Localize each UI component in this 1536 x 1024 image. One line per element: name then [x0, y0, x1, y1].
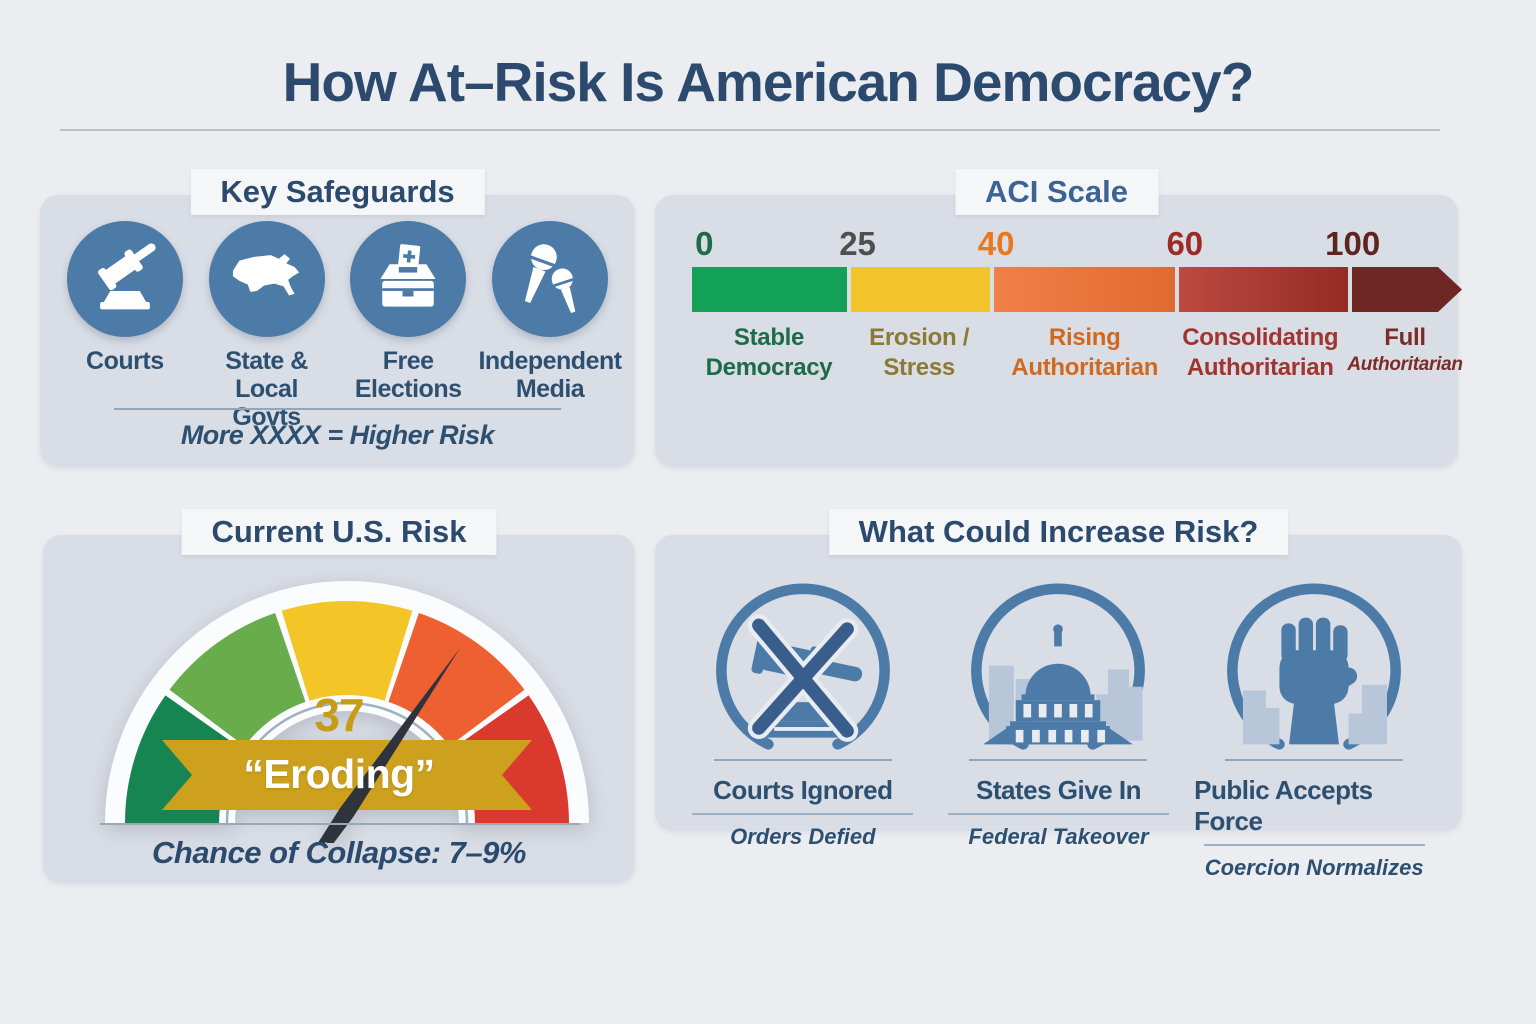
panel-key-safeguards: Key Safeguards Courts	[40, 169, 635, 467]
band-stable-democracy	[692, 267, 848, 312]
microphones-icon	[492, 221, 609, 337]
aci-scale-title: ACI Scale	[954, 169, 1159, 215]
safeguards-row: Courts State & Local Govts	[40, 221, 635, 431]
label-erosion-stress: Erosion / Stress	[869, 324, 970, 381]
tick-25: 25	[839, 225, 876, 262]
page-title: How At–Risk Is American Democracy?	[282, 51, 1255, 113]
risk-label-underline	[1203, 844, 1425, 846]
tick-100: 100	[1325, 225, 1381, 262]
gauge-value: 37	[314, 689, 364, 741]
gavel-crossed-icon	[715, 583, 890, 750]
band-full-authoritarian-arrow	[1352, 267, 1462, 312]
raised-fist-icon	[1227, 583, 1401, 750]
safeguard-label: Courts	[86, 347, 164, 375]
safeguard-elections: Free Elections	[337, 221, 479, 431]
risk-label: States Give In	[976, 775, 1141, 805]
label-full-authoritarian: Full Authoritarian	[1347, 324, 1463, 375]
status-ribbon	[162, 740, 532, 810]
safeguard-media: Independent Media	[478, 221, 622, 431]
safeguard-courts: Courts	[54, 221, 196, 431]
current-us-risk-title: Current U.S. Risk	[181, 509, 497, 555]
gauge-segment-3	[281, 600, 413, 701]
gauge-segment-2	[169, 613, 306, 747]
key-safeguards-title: Key Safeguards	[190, 169, 485, 215]
risk-row: Courts Ignored Orders Defied	[655, 579, 1462, 881]
tick-40: 40	[977, 225, 1015, 262]
tick-0: 0	[695, 225, 714, 262]
safeguards-divider	[114, 408, 561, 410]
risk-label-underline	[948, 813, 1169, 815]
ballot-box-icon	[350, 221, 467, 337]
us-map-icon	[208, 221, 325, 337]
safeguard-label: Free Elections	[354, 347, 462, 403]
label-stable-democracy: Stable Democracy	[705, 324, 833, 381]
panel-current-us-risk: Current U.S. Risk 37 “Eroding” Chance of…	[43, 509, 635, 883]
risk-public-accepts-force: Public Accepts Force Coercion Normalizes	[1194, 579, 1434, 881]
label-consolidating-authoritarian: Consolidating Authoritarian	[1182, 324, 1339, 381]
gauge-caption: Chance of Collapse: 7–9%	[152, 835, 526, 870]
aci-color-bar	[692, 267, 1462, 312]
risk-label: Public Accepts Force	[1194, 775, 1373, 836]
icon-baseline	[969, 759, 1148, 761]
risk-sublabel: Coercion Normalizes	[1204, 855, 1424, 880]
safeguard-label: Independent Media	[478, 347, 622, 403]
label-rising-authoritarian: Rising Authoritarian	[1011, 324, 1159, 381]
tick-60: 60	[1166, 225, 1204, 262]
header-divider	[60, 129, 1440, 131]
aci-ticks: 0 25 40 60 100	[692, 225, 1462, 262]
gauge-needle	[317, 648, 460, 843]
gauge-divider	[100, 823, 580, 825]
gavel-icon	[66, 221, 183, 337]
gauge-segment-4	[388, 613, 525, 747]
gauge-status-label: “Eroding”	[243, 751, 435, 797]
risk-courts-ignored: Courts Ignored Orders Defied	[683, 579, 923, 881]
increase-risk-title: What Could Increase Risk?	[828, 509, 1289, 555]
band-erosion-stress	[851, 267, 990, 312]
safeguards-note: More XXXX = Higher Risk	[180, 420, 495, 450]
capitol-icon	[971, 583, 1146, 750]
band-consolidating-authoritarian	[1178, 267, 1348, 312]
risk-label-underline	[692, 813, 914, 815]
risk-sublabel: Orders Defied	[730, 824, 876, 849]
risk-sublabel: Federal Takeover	[968, 824, 1149, 849]
panel-aci-scale: ACI Scale 0 25 40 60 100 Stable Democracy…	[655, 169, 1463, 467]
risk-states-give-in: States Give In Federal Takeover	[938, 579, 1178, 881]
band-rising-authoritarian	[993, 267, 1175, 312]
risk-gauge	[105, 581, 589, 843]
panel-increase-risk: What Could Increase Risk?	[655, 509, 1462, 880]
icon-baseline	[713, 759, 892, 761]
safeguard-state-local: State & Local Govts	[196, 221, 338, 431]
safeguard-label: State & Local Govts	[225, 347, 308, 431]
aci-scale: 0 25 40 60 100 Stable Democracy Erosion /…	[692, 225, 1463, 445]
icon-baseline	[1225, 759, 1404, 761]
risk-label: Courts Ignored	[713, 775, 893, 805]
